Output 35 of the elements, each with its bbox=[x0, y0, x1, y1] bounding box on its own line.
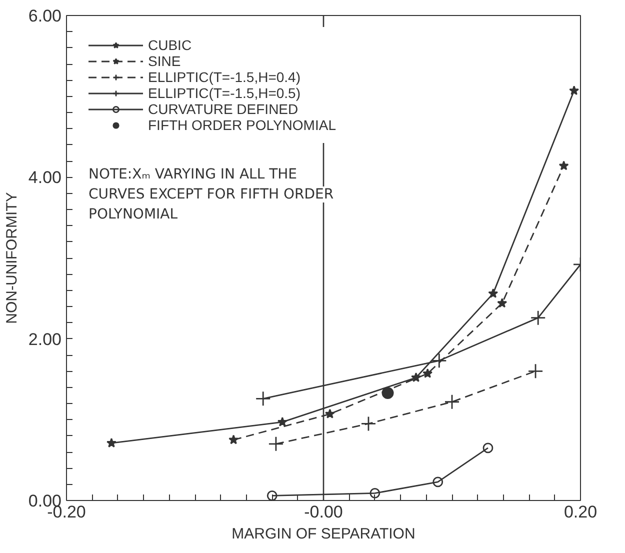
legend-label: FIFTH ORDER POLYNOMIAL bbox=[148, 117, 336, 133]
y-axis-title: NON-UNIFORMITY bbox=[3, 192, 20, 324]
point bbox=[106, 438, 116, 448]
y-tick-label: 2.00 bbox=[28, 330, 62, 349]
annotation: NOTE:Xₘ VARYING IN ALL THE CURVES EXCEPT FOR FIFTH ORDER POLYNOMIAL bbox=[88, 166, 334, 222]
legend-label: CURVATURE DEFINED bbox=[148, 101, 298, 117]
point bbox=[497, 298, 508, 308]
point bbox=[528, 363, 544, 379]
point bbox=[569, 85, 580, 96]
point bbox=[266, 490, 278, 500]
legend-label: ELLIPTIC(T=-1.5,H=0.5) bbox=[148, 85, 301, 101]
legend-label: SINE bbox=[148, 53, 181, 69]
point bbox=[444, 394, 460, 410]
point bbox=[268, 436, 284, 452]
point bbox=[482, 442, 494, 454]
point bbox=[432, 476, 444, 488]
x-tick-label: -0.00 bbox=[304, 502, 343, 522]
point bbox=[530, 310, 546, 326]
point bbox=[431, 352, 447, 368]
point bbox=[360, 416, 376, 432]
point bbox=[370, 488, 380, 498]
point bbox=[488, 288, 498, 298]
point bbox=[558, 160, 569, 170]
legend-label: CUBIC bbox=[148, 37, 192, 53]
point bbox=[382, 387, 394, 399]
point bbox=[255, 390, 271, 406]
point bbox=[422, 368, 433, 378]
point bbox=[277, 416, 288, 426]
x-tick-label: 0.20 bbox=[564, 502, 598, 522]
point bbox=[228, 434, 239, 444]
y-tick-label: 6.00 bbox=[28, 6, 62, 26]
x-axis-title: MARGIN OF SEPARATION bbox=[232, 526, 416, 542]
point bbox=[324, 408, 335, 418]
legend-label: ELLIPTIC(T=-1.5,H=0.4) bbox=[148, 69, 301, 85]
y-tick-label: 4.00 bbox=[28, 168, 62, 188]
